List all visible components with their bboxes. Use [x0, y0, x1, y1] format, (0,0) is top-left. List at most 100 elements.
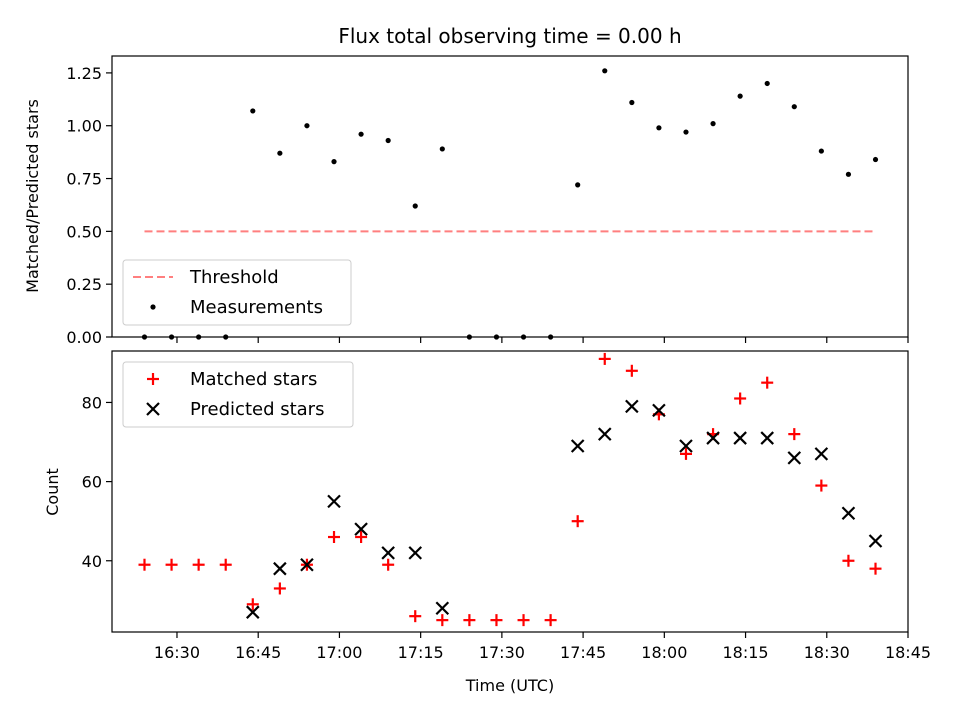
- predicted-star-point: [381, 546, 395, 560]
- bottom-xtick-label: 17:30: [479, 643, 525, 662]
- top-chart-title: Flux total observing time = 0.00 h: [338, 24, 681, 48]
- bottom-legend: Matched stars Predicted stars: [122, 361, 354, 428]
- predicted-star-point: [760, 431, 774, 445]
- top-ytick-label: 1.25: [66, 64, 102, 83]
- legend-predicted-label: Predicted stars: [190, 399, 324, 420]
- predicted-star-point: [597, 427, 612, 441]
- predicted-star-point: [354, 522, 368, 536]
- measurement-point: [439, 146, 445, 152]
- measurement-point: [710, 121, 716, 127]
- legend-threshold-label: Threshold: [189, 267, 279, 288]
- matched-star-point: [219, 558, 232, 571]
- bottom-ytick-label: 40: [82, 552, 102, 571]
- measurement-point: [656, 125, 662, 131]
- measurement-point: [575, 182, 581, 188]
- measurement-point: [683, 129, 689, 135]
- measurement-point: [872, 156, 879, 163]
- measurement-point: [737, 93, 743, 99]
- matched-star-point: [138, 558, 151, 571]
- measurement-point: [791, 104, 797, 110]
- bottom-x-ticks: 16:30 16:45 17:00 17:15 17:30 17:45 18:00 18:15…: [154, 632, 931, 662]
- matched-star-point: [517, 614, 530, 627]
- measurement-point: [412, 203, 418, 209]
- predicted-star-point: [408, 546, 423, 560]
- bottom-y-axis-label: Count: [43, 468, 62, 516]
- legend-matched-swatch: [147, 373, 159, 385]
- bottom-xtick-label: 16:45: [235, 643, 281, 662]
- matched-star-point: [679, 447, 692, 460]
- predicted-star-point: [570, 439, 585, 453]
- matched-star-point: [192, 558, 205, 571]
- predicted-star-point: [733, 431, 747, 445]
- bottom-ytick-label: 80: [82, 393, 102, 412]
- top-plot-marks: [141, 68, 879, 340]
- matched-star-point: [815, 479, 828, 492]
- measurement-point: [818, 148, 824, 154]
- matched-star-point: [246, 598, 259, 611]
- legend-matched-label: Matched stars: [190, 369, 317, 390]
- measurement-point: [250, 108, 256, 114]
- bottom-xtick-label: 18:30: [804, 643, 850, 662]
- matched-star-point: [761, 376, 774, 389]
- predicted-star-point: [679, 439, 693, 453]
- top-ytick-label: 0.75: [66, 170, 102, 189]
- measurement-point: [629, 99, 635, 106]
- top-legend-box: [122, 259, 352, 326]
- predicted-star-point: [327, 494, 341, 509]
- matched-star-point: [436, 614, 449, 627]
- top-ytick-label: 0.00: [66, 328, 102, 347]
- predicted-star-point: [273, 561, 287, 576]
- predicted-star-point: [300, 557, 314, 572]
- predicted-star-point: [435, 601, 450, 616]
- measurement-point: [331, 159, 337, 165]
- bottom-xtick-label: 16:30: [154, 643, 200, 662]
- predicted-star-point: [841, 506, 856, 521]
- matched-star-point: [328, 531, 341, 544]
- matched-star-point: [273, 582, 286, 595]
- measurement-point: [602, 68, 608, 74]
- matched-star-point: [382, 558, 395, 571]
- legend-measurements-swatch: [150, 304, 156, 310]
- matched-star-point: [625, 364, 638, 377]
- top-ytick-label: 1.00: [66, 117, 102, 136]
- bottom-xtick-label: 17:15: [398, 643, 444, 662]
- top-y-axis-label: Matched/Predicted stars: [23, 99, 42, 293]
- predicted-star-point: [868, 534, 883, 548]
- matched-star-point: [544, 614, 557, 627]
- matched-star-point: [463, 614, 476, 627]
- matched-star-point: [869, 562, 882, 575]
- top-ytick-label: 0.25: [66, 275, 102, 294]
- bottom-xtick-label: 18:15: [722, 643, 768, 662]
- predicted-star-point: [706, 431, 720, 445]
- legend-measurements-label: Measurements: [190, 297, 323, 318]
- predicted-star-point: [625, 399, 639, 414]
- matched-star-point: [355, 531, 368, 544]
- bottom-plot-marks: [138, 352, 883, 627]
- top-axes-frame: [111, 55, 909, 338]
- matched-star-point: [598, 352, 611, 365]
- matched-star-point: [734, 392, 747, 405]
- top-ytick-label: 0.50: [66, 222, 102, 241]
- bottom-axes-frame: [111, 350, 909, 633]
- matched-star-point: [571, 515, 584, 528]
- bottom-ytick-label: 60: [82, 473, 102, 492]
- matched-star-point: [409, 610, 422, 623]
- measurement-point: [277, 150, 283, 156]
- measurement-point: [764, 80, 770, 87]
- matched-star-point: [490, 614, 503, 627]
- bottom-x-axis-label: Time (UTC): [465, 676, 554, 695]
- bottom-xtick-label: 18:45: [885, 643, 931, 662]
- matched-star-point: [165, 558, 178, 571]
- predicted-star-point: [814, 447, 829, 461]
- predicted-star-point: [787, 451, 802, 465]
- legend-predicted-swatch: [146, 402, 160, 416]
- bottom-xtick-label: 17:45: [560, 643, 606, 662]
- measurement-point: [385, 137, 391, 144]
- measurement-point: [304, 123, 310, 129]
- predicted-star-point: [246, 605, 260, 619]
- matched-star-point: [788, 428, 801, 441]
- top-y-ticks: 0.00 0.25 0.50 0.75 1.00 1.25: [66, 64, 112, 347]
